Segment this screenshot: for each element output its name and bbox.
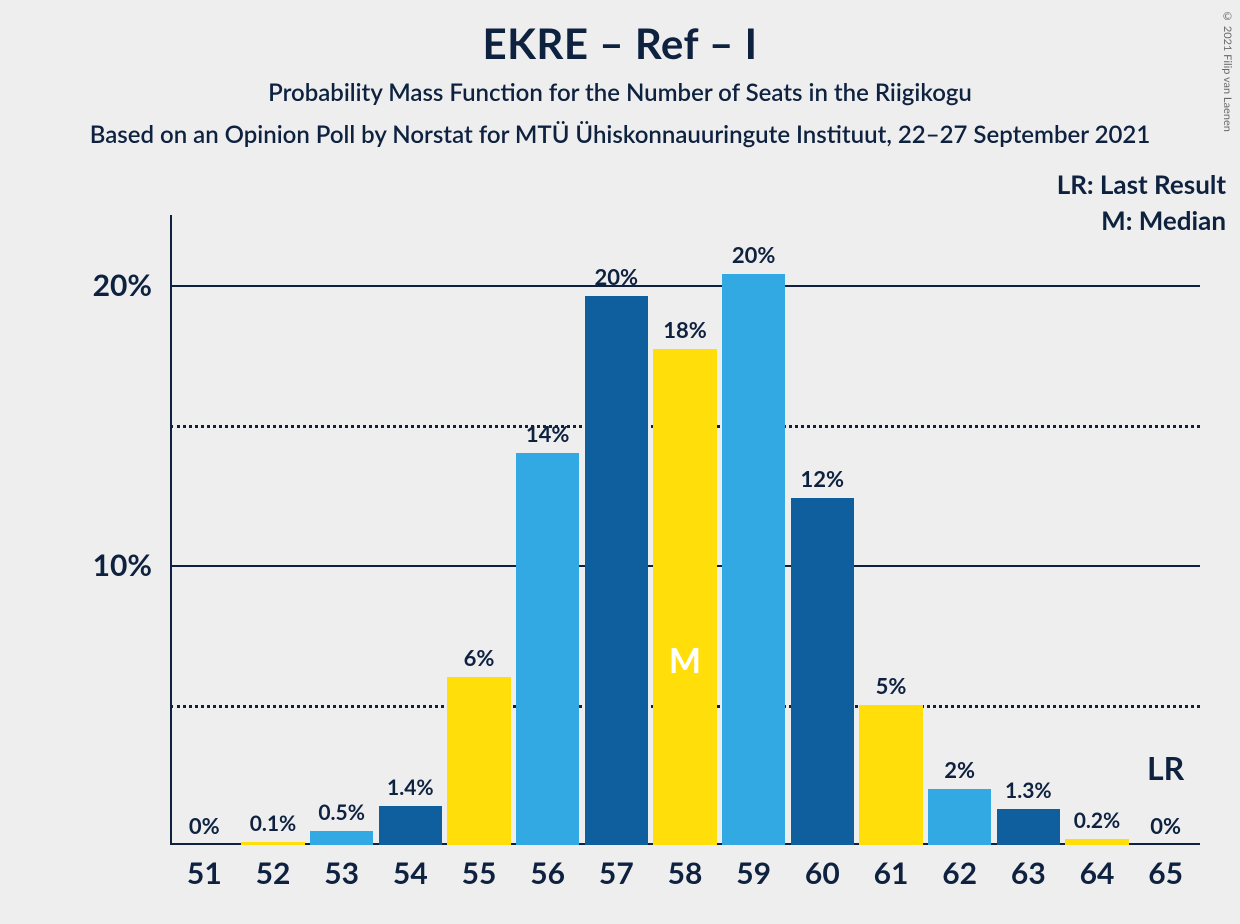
- bar-54: 1.4%: [379, 806, 442, 845]
- bar-58: 18%M: [653, 349, 716, 845]
- bar-55: 6%: [447, 677, 510, 845]
- plot-area: 10%20%0%510.1%520.5%531.4%546%5514%5620%…: [170, 215, 1200, 845]
- x-tick-label: 58: [668, 855, 703, 891]
- x-tick-label: 51: [187, 855, 222, 891]
- x-tick-label: 56: [530, 855, 565, 891]
- y-tick-label: 10%: [93, 547, 152, 583]
- bar-60: 12%: [791, 498, 854, 845]
- x-tick-label: 53: [324, 855, 359, 891]
- chart-subtitle: Probability Mass Function for the Number…: [0, 78, 1240, 107]
- legend-lr: LR: Last Result: [1057, 168, 1226, 200]
- bar-label: 6%: [447, 644, 510, 671]
- copyright-text: © 2021 Filip van Laenen: [1221, 10, 1234, 132]
- bar-label: 0.1%: [241, 811, 304, 836]
- grid-major: [170, 285, 1200, 287]
- x-tick-label: 61: [874, 855, 909, 891]
- x-tick-label: 55: [462, 855, 497, 891]
- bar-62: 2%: [928, 789, 991, 845]
- x-tick-label: 63: [1011, 855, 1046, 891]
- chart-stage: EKRE – Ref – I Probability Mass Function…: [0, 0, 1240, 924]
- x-tick-label: 65: [1148, 855, 1183, 891]
- bar-57: 20%: [585, 296, 648, 845]
- bar-label: 2%: [928, 756, 991, 783]
- bar-label: 14%: [516, 420, 579, 447]
- bar-64: 0.2%: [1065, 839, 1128, 845]
- bar-56: 14%: [516, 453, 579, 845]
- bar-label: 20%: [722, 241, 785, 268]
- bar-52: 0.1%: [241, 842, 304, 845]
- bar-label: 20%: [585, 263, 648, 290]
- bar-59: 20%: [722, 274, 785, 845]
- x-tick-label: 52: [256, 855, 291, 891]
- median-mark: M: [653, 640, 716, 681]
- bar-label: 0.2%: [1065, 808, 1128, 833]
- chart-source-line: Based on an Opinion Poll by Norstat for …: [0, 120, 1240, 149]
- bar-label: 1.4%: [379, 775, 442, 800]
- bar-53: 0.5%: [310, 831, 373, 845]
- x-tick-label: 62: [942, 855, 977, 891]
- x-tick-label: 54: [393, 855, 428, 891]
- x-tick-label: 59: [736, 855, 771, 891]
- bar-label: 0.5%: [310, 800, 373, 825]
- bar-label: 1.3%: [997, 778, 1060, 803]
- x-tick-label: 57: [599, 855, 634, 891]
- bar-label: 0%: [173, 812, 236, 839]
- legend-m: M: Median: [1101, 204, 1226, 236]
- bar-63: 1.3%: [997, 809, 1060, 845]
- bar-label: 12%: [791, 465, 854, 492]
- x-tick-label: 60: [805, 855, 840, 891]
- bar-label: 18%: [653, 316, 716, 343]
- bar-label: 5%: [859, 672, 922, 699]
- lr-mark: LR: [1147, 748, 1184, 787]
- chart-title: EKRE – Ref – I: [0, 18, 1240, 68]
- y-axis: [170, 215, 172, 845]
- bar-label: 0%: [1134, 812, 1197, 839]
- y-tick-label: 20%: [93, 267, 152, 303]
- x-tick-label: 64: [1080, 855, 1115, 891]
- bar-61: 5%: [859, 705, 922, 845]
